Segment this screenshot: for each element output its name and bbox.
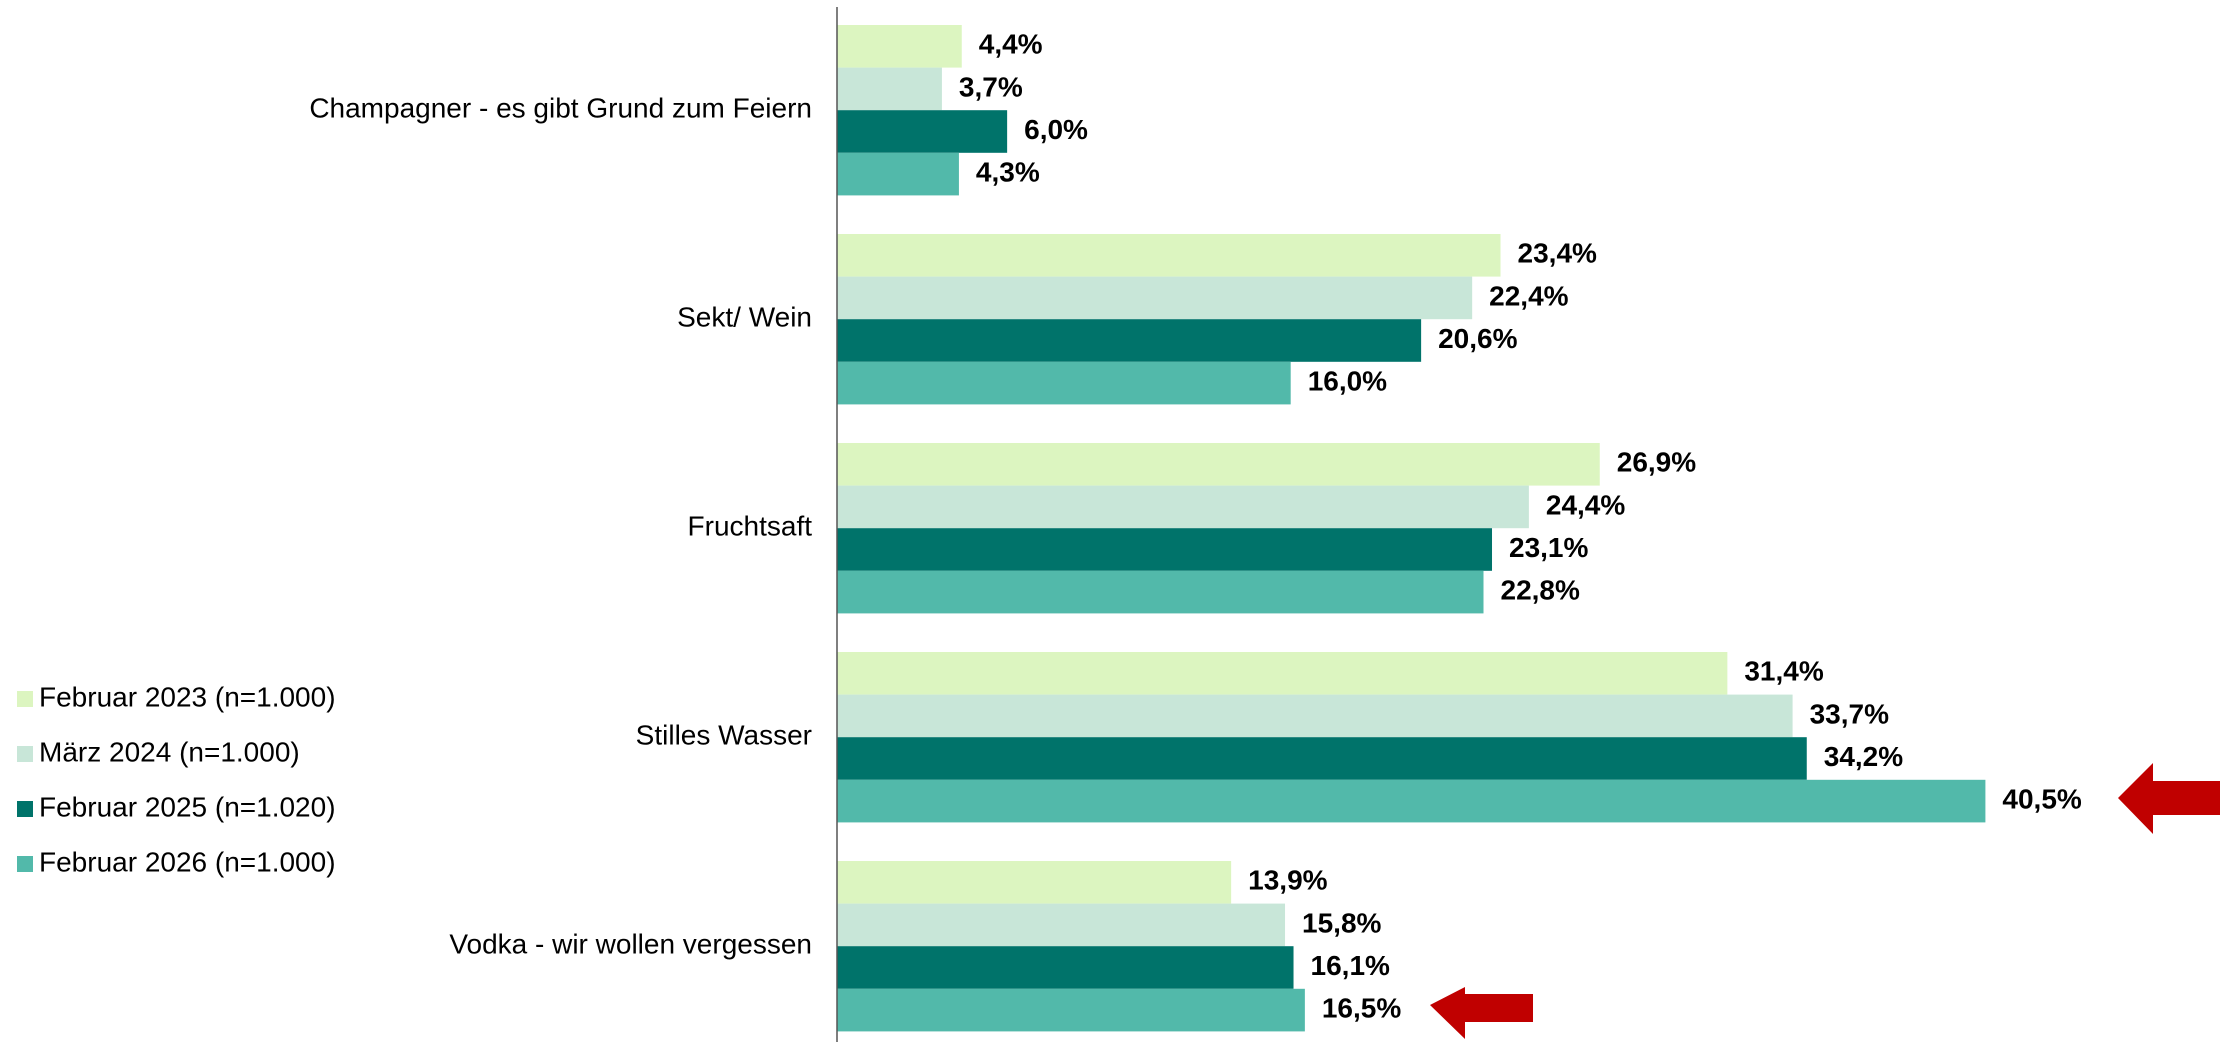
bar: [837, 234, 1501, 277]
category-label: Stilles Wasser: [636, 720, 812, 751]
bar: [837, 276, 1473, 320]
bar: [837, 361, 1291, 405]
legend-label: Februar 2025 (n=1.020): [39, 791, 336, 822]
value-label: 33,7%: [1810, 698, 1889, 729]
highlight-arrow: [1430, 987, 1533, 1039]
value-label: 23,4%: [1518, 238, 1597, 269]
bar: [837, 319, 1422, 362]
value-label: 15,8%: [1302, 907, 1381, 938]
category-label: Sekt/ Wein: [677, 302, 812, 333]
category-label: Fruchtsaft: [688, 511, 813, 542]
bar: [837, 152, 959, 196]
legend-label: Februar 2023 (n=1.000): [39, 681, 336, 712]
value-label: 22,8%: [1501, 574, 1580, 605]
bar: [837, 903, 1286, 947]
value-label: 16,0%: [1308, 365, 1387, 396]
annotations: [1430, 763, 2220, 1039]
legend-label: März 2024 (n=1.000): [39, 736, 300, 767]
value-label: 4,4%: [979, 29, 1043, 60]
bar: [837, 652, 1728, 695]
bar: [837, 694, 1793, 738]
category-label: Vodka - wir wollen vergessen: [449, 929, 812, 960]
value-label: 16,5%: [1322, 992, 1401, 1023]
legend-swatch: [17, 856, 33, 872]
category-label: Champagner - es gibt Grund zum Feiern: [309, 93, 812, 124]
value-label: 23,1%: [1509, 532, 1588, 563]
bar: [837, 485, 1529, 529]
bar: [837, 110, 1008, 153]
bar: [837, 779, 1986, 823]
value-label: 20,6%: [1438, 323, 1517, 354]
highlight-arrow: [2118, 763, 2220, 834]
value-label: 3,7%: [959, 71, 1023, 102]
legend-swatch: [17, 691, 33, 707]
value-label: 26,9%: [1617, 447, 1696, 478]
value-label: 22,4%: [1489, 280, 1568, 311]
value-label: 6,0%: [1024, 114, 1088, 145]
legend-swatch: [17, 801, 33, 817]
bar: [837, 988, 1305, 1032]
legend-swatch: [17, 746, 33, 762]
bar: [837, 946, 1294, 989]
value-label: 4,3%: [976, 156, 1040, 187]
legend-label: Februar 2026 (n=1.000): [39, 846, 336, 877]
bar: [837, 737, 1807, 780]
value-label: 34,2%: [1824, 741, 1903, 772]
bar: [837, 67, 942, 111]
value-label: 40,5%: [2002, 783, 2081, 814]
value-label: 16,1%: [1311, 950, 1390, 981]
value-label: 13,9%: [1248, 865, 1327, 896]
value-label: 24,4%: [1546, 489, 1625, 520]
value-label: 31,4%: [1744, 656, 1823, 687]
bar: [837, 861, 1232, 904]
bar: [837, 443, 1600, 486]
bar: [837, 570, 1484, 614]
bar: [837, 528, 1493, 571]
bar: [837, 25, 962, 68]
